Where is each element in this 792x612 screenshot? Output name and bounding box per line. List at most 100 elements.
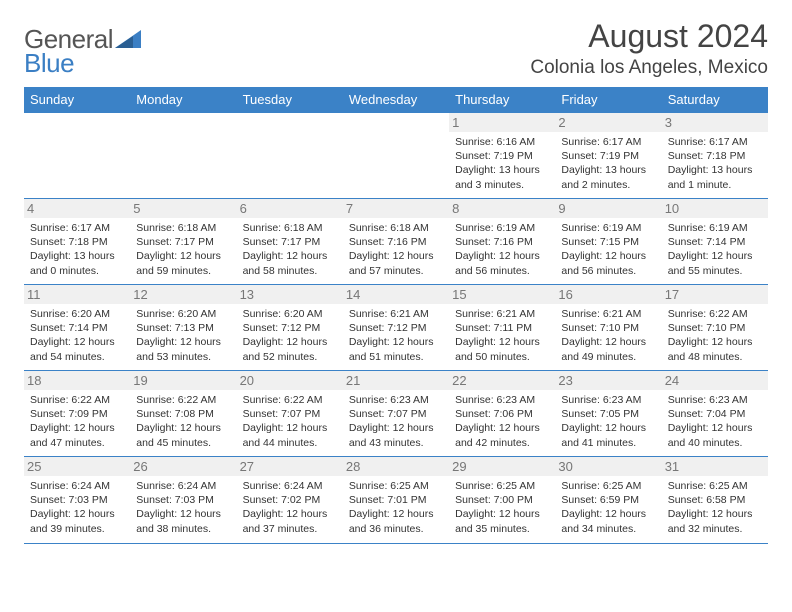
week-row: 11 Sunrise: 6:20 AMSunset: 7:14 PMDayligh… [24, 285, 768, 371]
day-cell: 5Sunrise: 6:18 AMSunset: 7:17 PMDaylight… [130, 199, 236, 285]
day-number: 22 [449, 371, 555, 390]
day-number: 9 [555, 199, 661, 218]
day-number: 5 [130, 199, 236, 218]
day-detail: Sunrise: 6:20 AMSunset: 7:14 PMDaylight:… [30, 307, 124, 364]
day-detail: Sunrise: 6:22 AMSunset: 7:09 PMDaylight:… [30, 393, 124, 450]
day-cell: 25 Sunrise: 6:24 AMSunset: 7:03 PMDayligh… [24, 457, 130, 543]
day-detail: Sunrise: 6:20 AMSunset: 7:13 PMDaylight:… [136, 307, 230, 364]
day-detail: Sunrise: 6:22 AMSunset: 7:10 PMDaylight:… [668, 307, 762, 364]
weekday-sunday: Sunday [24, 87, 130, 113]
day-cell: 18 Sunrise: 6:22 AMSunset: 7:09 PMDayligh… [24, 371, 130, 457]
day-cell: 16 Sunrise: 6:21 AMSunset: 7:10 PMDayligh… [555, 285, 661, 371]
day-cell [130, 113, 236, 199]
day-number: 15 [449, 285, 555, 304]
day-number: 4 [24, 199, 130, 218]
day-cell: 13 Sunrise: 6:20 AMSunset: 7:12 PMDayligh… [237, 285, 343, 371]
day-detail: Sunrise: 6:18 AMSunset: 7:17 PMDaylight:… [243, 221, 337, 278]
day-cell: 6 Sunrise: 6:18 AMSunset: 7:17 PMDaylight… [237, 199, 343, 285]
day-detail: Sunrise: 6:17 AMSunset: 7:18 PMDaylight:… [30, 221, 124, 278]
day-detail: Sunrise: 6:21 AMSunset: 7:10 PMDaylight:… [561, 307, 655, 364]
logo-text-blue: Blue [24, 48, 74, 78]
day-cell: 20Sunrise: 6:22 AMSunset: 7:07 PMDayligh… [237, 371, 343, 457]
week-row: 25 Sunrise: 6:24 AMSunset: 7:03 PMDayligh… [24, 457, 768, 543]
day-cell [237, 113, 343, 199]
day-cell: 12 Sunrise: 6:20 AMSunset: 7:13 PMDayligh… [130, 285, 236, 371]
day-detail: Sunrise: 6:21 AMSunset: 7:11 PMDaylight:… [455, 307, 549, 364]
day-cell: 4 Sunrise: 6:17 AMSunset: 7:18 PMDaylight… [24, 199, 130, 285]
day-cell: 31 Sunrise: 6:25 AMSunset: 6:58 PMDayligh… [662, 457, 768, 543]
day-detail: Sunrise: 6:23 AMSunset: 7:07 PMDaylight:… [349, 393, 443, 450]
week-row: 1 Sunrise: 6:16 AMSunset: 7:19 PMDaylight… [24, 113, 768, 199]
day-detail: Sunrise: 6:19 AMSunset: 7:14 PMDaylight:… [668, 221, 762, 278]
day-cell: 11 Sunrise: 6:20 AMSunset: 7:14 PMDayligh… [24, 285, 130, 371]
day-number: 28 [343, 457, 449, 476]
day-detail: Sunrise: 6:17 AMSunset: 7:19 PMDaylight:… [561, 135, 655, 192]
day-detail: Sunrise: 6:23 AMSunset: 7:06 PMDaylight:… [455, 393, 549, 450]
day-detail: Sunrise: 6:24 AMSunset: 7:02 PMDaylight:… [243, 479, 337, 536]
weekday-thursday: Thursday [449, 87, 555, 113]
day-number: 2 [555, 113, 661, 132]
day-cell: 7Sunrise: 6:18 AMSunset: 7:16 PMDaylight… [343, 199, 449, 285]
week-row: 18 Sunrise: 6:22 AMSunset: 7:09 PMDayligh… [24, 371, 768, 457]
day-number: 11 [24, 285, 130, 304]
day-cell: 24Sunrise: 6:23 AMSunset: 7:04 PMDayligh… [662, 371, 768, 457]
day-number: 14 [343, 285, 449, 304]
weekday-header-row: Sunday Monday Tuesday Wednesday Thursday… [24, 87, 768, 113]
weekday-friday: Friday [555, 87, 661, 113]
day-number: 27 [237, 457, 343, 476]
day-detail: Sunrise: 6:19 AMSunset: 7:16 PMDaylight:… [455, 221, 549, 278]
day-number: 20 [237, 371, 343, 390]
day-number: 25 [24, 457, 130, 476]
day-number: 1 [449, 113, 555, 132]
weekday-saturday: Saturday [662, 87, 768, 113]
day-cell: 29 Sunrise: 6:25 AMSunset: 7:00 PMDayligh… [449, 457, 555, 543]
day-detail: Sunrise: 6:24 AMSunset: 7:03 PMDaylight:… [136, 479, 230, 536]
triangle-icon [115, 26, 141, 53]
day-cell [24, 113, 130, 199]
day-cell: 3Sunrise: 6:17 AMSunset: 7:18 PMDaylight… [662, 113, 768, 199]
day-cell: 14Sunrise: 6:21 AMSunset: 7:12 PMDayligh… [343, 285, 449, 371]
day-cell: 1 Sunrise: 6:16 AMSunset: 7:19 PMDaylight… [449, 113, 555, 199]
day-cell: 17 Sunrise: 6:22 AMSunset: 7:10 PMDayligh… [662, 285, 768, 371]
day-number: 10 [662, 199, 768, 218]
day-detail: Sunrise: 6:25 AMSunset: 7:00 PMDaylight:… [455, 479, 549, 536]
day-cell: 8Sunrise: 6:19 AMSunset: 7:16 PMDaylight… [449, 199, 555, 285]
day-detail: Sunrise: 6:24 AMSunset: 7:03 PMDaylight:… [30, 479, 124, 536]
bottom-rule [24, 543, 768, 544]
day-number: 18 [24, 371, 130, 390]
day-cell: 26Sunrise: 6:24 AMSunset: 7:03 PMDayligh… [130, 457, 236, 543]
day-number: 24 [662, 371, 768, 390]
day-cell: 21 Sunrise: 6:23 AMSunset: 7:07 PMDayligh… [343, 371, 449, 457]
day-number: 13 [237, 285, 343, 304]
day-cell [343, 113, 449, 199]
day-number: 17 [662, 285, 768, 304]
day-detail: Sunrise: 6:19 AMSunset: 7:15 PMDaylight:… [561, 221, 655, 278]
day-cell: 28 Sunrise: 6:25 AMSunset: 7:01 PMDayligh… [343, 457, 449, 543]
day-detail: Sunrise: 6:25 AMSunset: 6:59 PMDaylight:… [561, 479, 655, 536]
day-number: 3 [662, 113, 768, 132]
day-number: 21 [343, 371, 449, 390]
day-number: 23 [555, 371, 661, 390]
day-cell: 2 Sunrise: 6:17 AMSunset: 7:19 PMDaylight… [555, 113, 661, 199]
day-cell: 10 Sunrise: 6:19 AMSunset: 7:14 PMDayligh… [662, 199, 768, 285]
day-number: 16 [555, 285, 661, 304]
day-detail: Sunrise: 6:20 AMSunset: 7:12 PMDaylight:… [243, 307, 337, 364]
day-number: 29 [449, 457, 555, 476]
day-number: 31 [662, 457, 768, 476]
day-detail: Sunrise: 6:25 AMSunset: 6:58 PMDaylight:… [668, 479, 762, 536]
weekday-tuesday: Tuesday [237, 87, 343, 113]
logo-blue-wrap: Blue [24, 48, 74, 79]
day-number: 12 [130, 285, 236, 304]
day-detail: Sunrise: 6:16 AMSunset: 7:19 PMDaylight:… [455, 135, 549, 192]
calendar-table: Sunday Monday Tuesday Wednesday Thursday… [24, 87, 768, 543]
day-number: 6 [237, 199, 343, 218]
day-cell: 19Sunrise: 6:22 AMSunset: 7:08 PMDayligh… [130, 371, 236, 457]
weekday-wednesday: Wednesday [343, 87, 449, 113]
page-title: August 2024 [530, 18, 768, 55]
location-label: Colonia los Angeles, Mexico [530, 57, 768, 79]
day-detail: Sunrise: 6:22 AMSunset: 7:08 PMDaylight:… [136, 393, 230, 450]
day-detail: Sunrise: 6:25 AMSunset: 7:01 PMDaylight:… [349, 479, 443, 536]
day-detail: Sunrise: 6:18 AMSunset: 7:16 PMDaylight:… [349, 221, 443, 278]
day-cell: 27 Sunrise: 6:24 AMSunset: 7:02 PMDayligh… [237, 457, 343, 543]
day-cell: 30Sunrise: 6:25 AMSunset: 6:59 PMDayligh… [555, 457, 661, 543]
